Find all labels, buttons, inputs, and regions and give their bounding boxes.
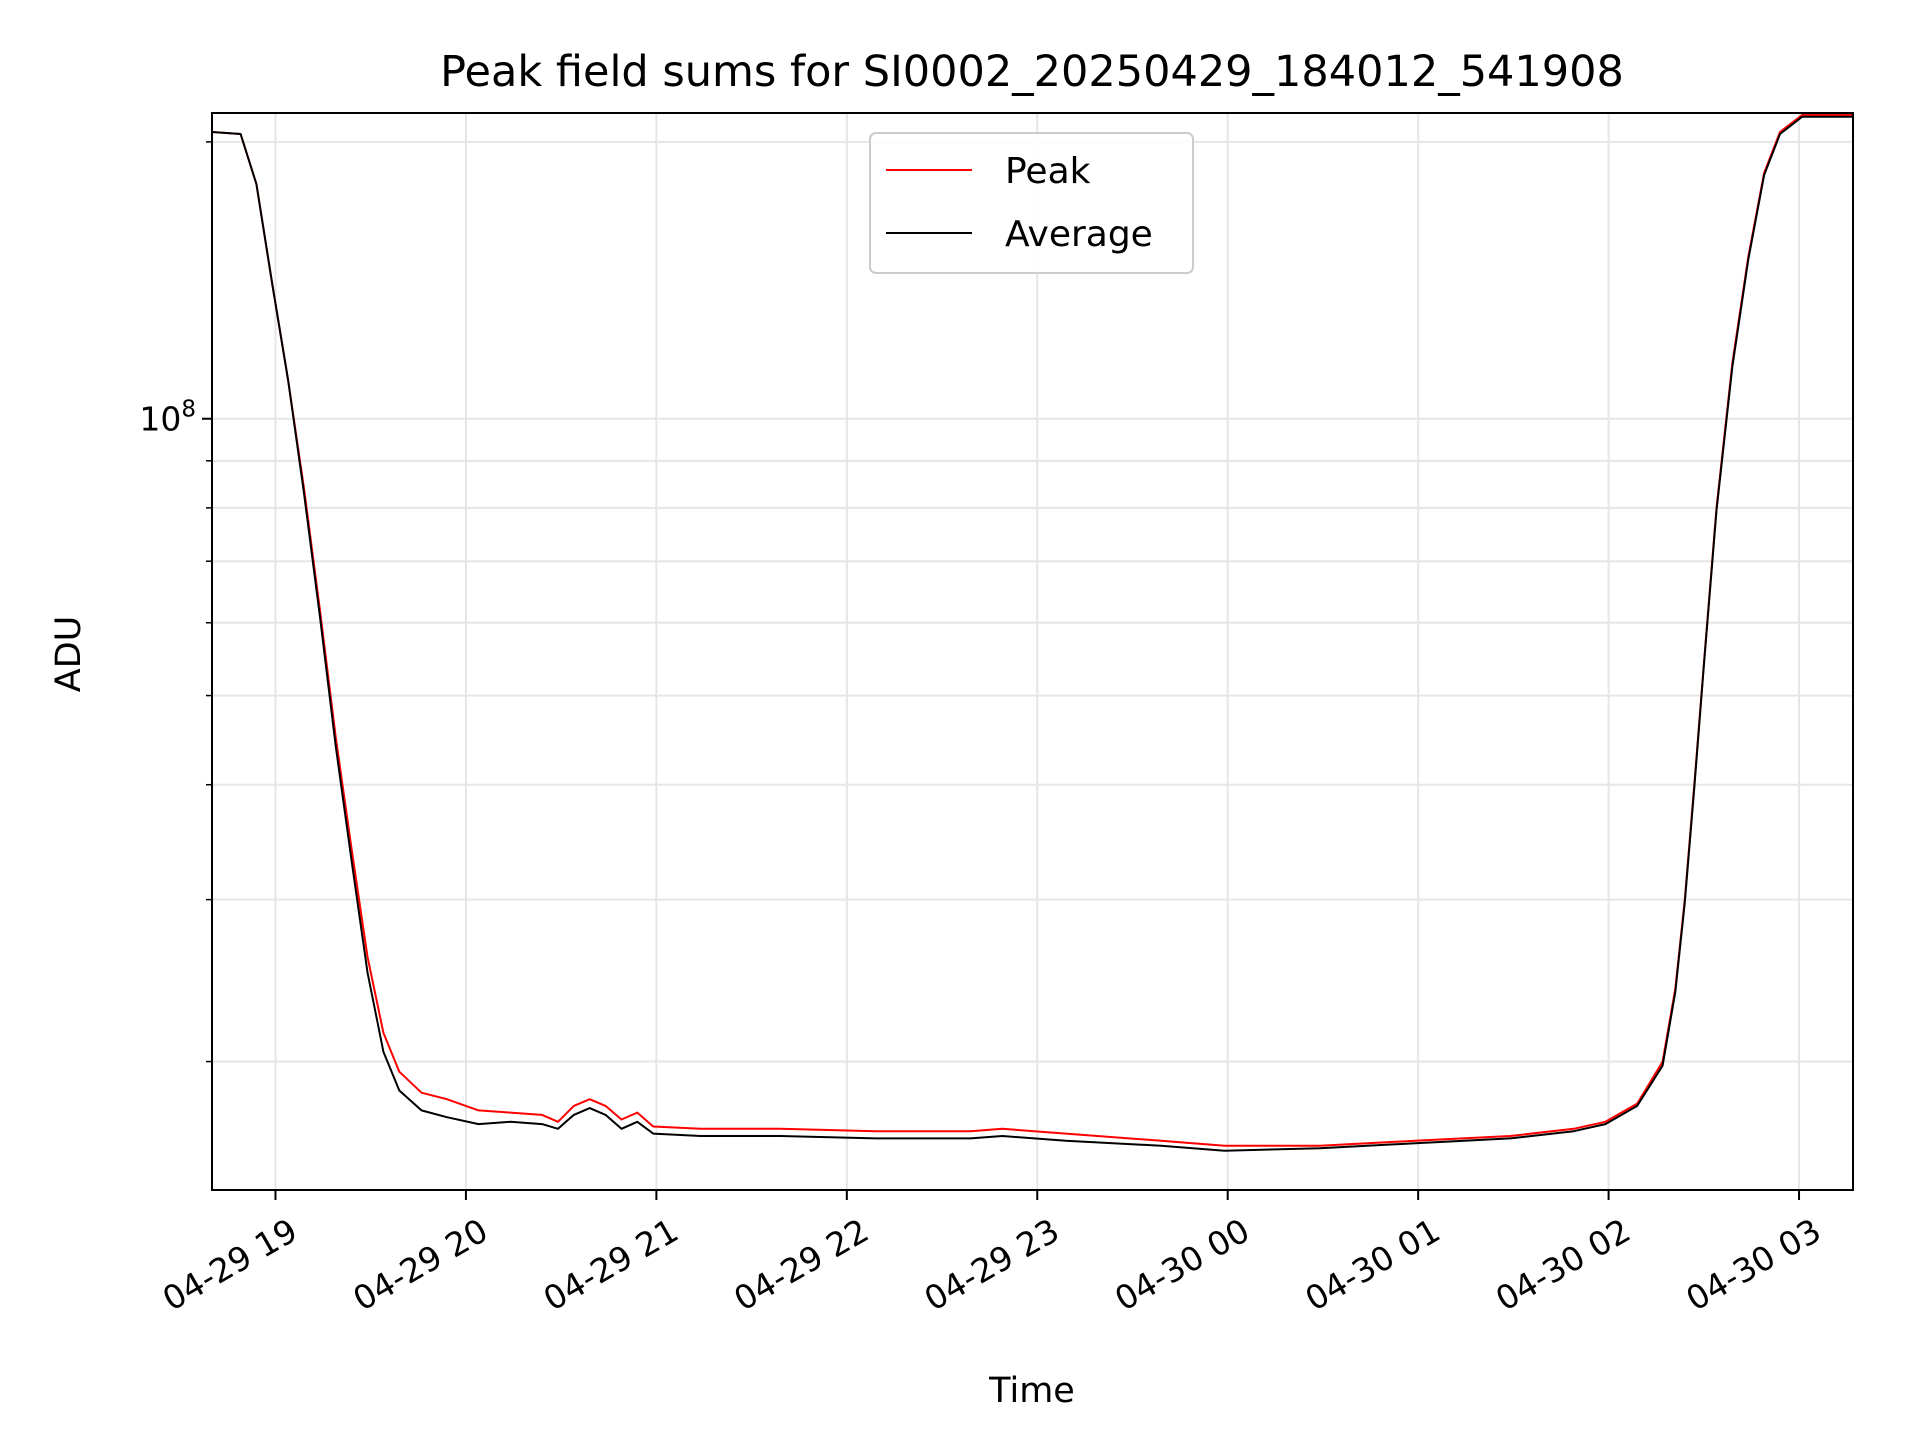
y-tick-label: 108 <box>139 397 196 439</box>
chart-title: Peak field sums for SI0002_20250429_1840… <box>440 47 1624 97</box>
series-lines <box>211 113 1853 1152</box>
legend-label-peak: Peak <box>1005 151 1091 192</box>
plot-frame <box>211 112 1854 1191</box>
legend: Peak Average <box>869 132 1194 274</box>
series-line-average <box>211 115 1853 1152</box>
y-axis-label: ADU <box>49 616 89 693</box>
grid <box>212 113 1853 1190</box>
legend-label-average: Average <box>1005 214 1153 255</box>
x-axis-label: Time <box>988 1371 1075 1411</box>
legend-box <box>869 132 1194 274</box>
